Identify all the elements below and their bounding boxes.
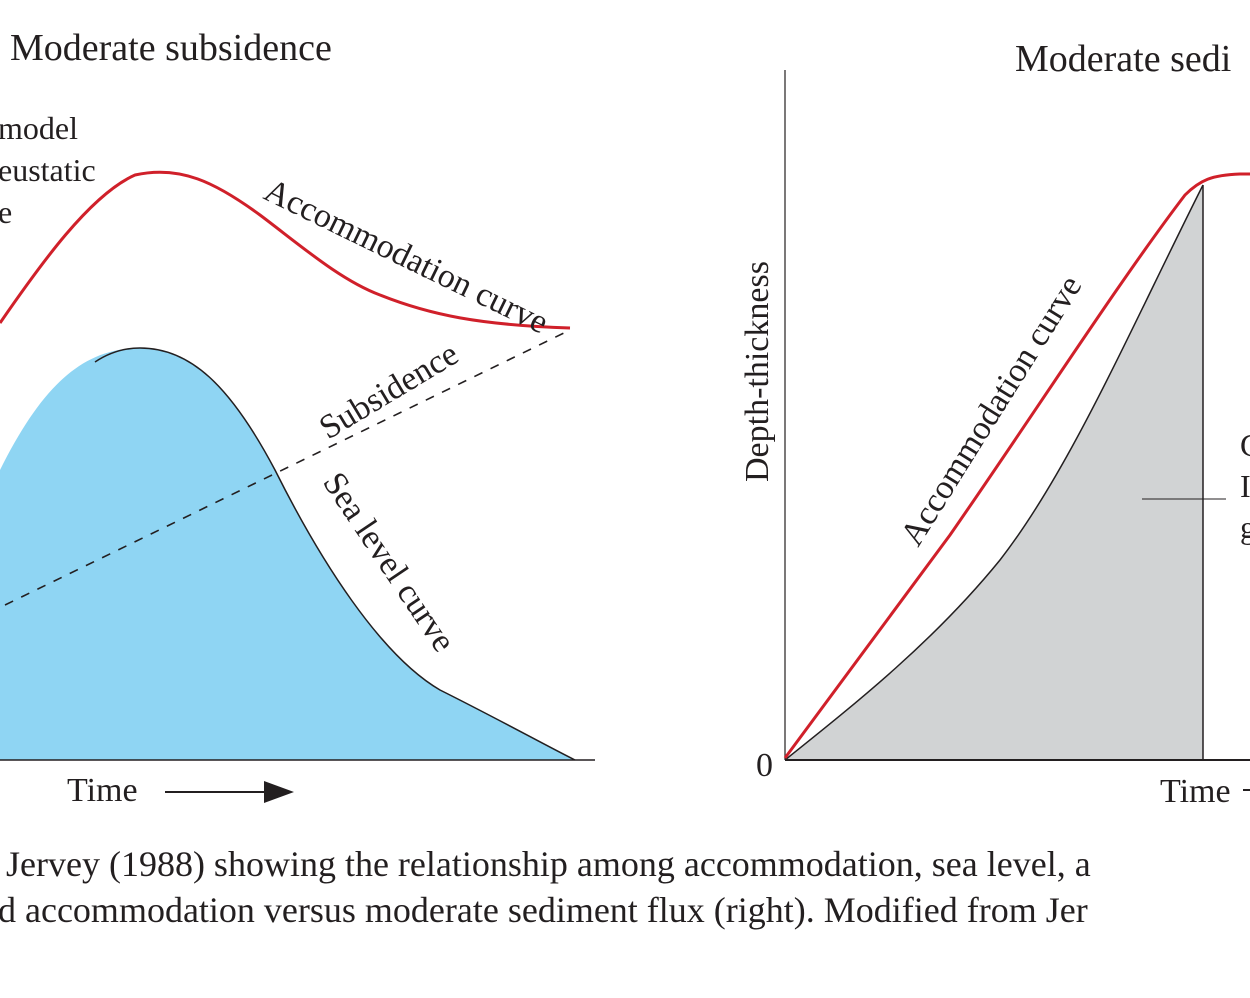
y-axis-label: Depth-thickness [739, 261, 776, 482]
model-label-line-2: eustatic [0, 152, 96, 188]
accommodation-curve-right [783, 172, 1250, 759]
left-panel: Moderate subsidence model eustatic e Acc… [0, 27, 595, 809]
caption-line-2: d accommodation versus moderate sediment… [0, 890, 1088, 930]
subsidence-line [4, 329, 571, 606]
origin-label: 0 [756, 747, 773, 784]
subsidence-label: Subsidence [313, 335, 465, 446]
cut-label-line-3: g [1240, 509, 1250, 545]
left-time-label: Time [67, 772, 138, 809]
cut-label-line-2: I [1240, 468, 1250, 504]
accommodation-curve-left [0, 170, 571, 330]
caption-line-1: Jervey (1988) showing the relationship a… [6, 844, 1091, 884]
model-label-line-3: e [0, 194, 12, 230]
cut-label-line-1: C [1240, 427, 1250, 463]
caption: Jervey (1988) showing the relationship a… [0, 844, 1091, 930]
left-panel-title: Moderate subsidence [10, 27, 332, 69]
right-time-label: Time [1160, 773, 1231, 810]
right-panel-title: Moderate sedi [1015, 38, 1231, 80]
right-panel: Moderate sedi Depth-thickness 0 Accommod… [739, 38, 1250, 810]
sea-level-curve [94, 347, 576, 761]
sediment-curve [784, 184, 1204, 761]
model-label-line-1: model [0, 110, 78, 146]
accommodation-label-left: Accommodation curve [258, 172, 553, 341]
time-arrow-head-icon [264, 781, 294, 803]
sea-level-area [0, 348, 575, 760]
sediment-fill [785, 185, 1203, 760]
